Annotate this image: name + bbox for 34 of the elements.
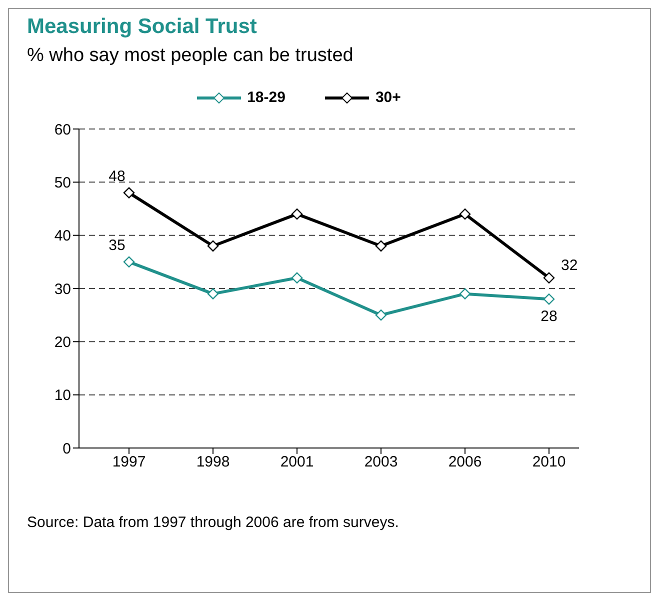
point: [123, 187, 135, 198]
legend-label: 30+: [375, 89, 401, 106]
point: [375, 240, 387, 252]
y-tick-label: 20: [54, 334, 71, 351]
point: [123, 256, 135, 268]
chart-title: Measuring Social Trust: [27, 15, 257, 39]
x-tick-label: 1997: [112, 454, 146, 471]
point: [207, 288, 219, 300]
y-tick-label: 10: [54, 387, 71, 404]
point: [375, 309, 387, 321]
point: [543, 294, 555, 305]
point: [459, 208, 471, 220]
point: [291, 272, 303, 284]
x-tick-label: 2006: [448, 454, 482, 471]
x-tick-label: 2003: [364, 454, 398, 471]
x-tick-label: 2010: [532, 454, 566, 471]
point: [543, 272, 555, 284]
point: [207, 240, 219, 252]
y-tick-label: 50: [54, 174, 71, 192]
source-note: Source: Data from 1997 through 2006 are from surveys.: [27, 514, 400, 531]
data-label: 32: [561, 256, 578, 274]
point: [459, 288, 471, 300]
y-tick-label: 30: [54, 280, 71, 298]
y-tick-label: 60: [54, 121, 71, 138]
x-tick-label: 2001: [280, 454, 314, 471]
data-label: 48: [108, 168, 126, 185]
x-tick-label: 1998: [196, 454, 230, 471]
chart-subtitle: % who say most people can be trusted: [27, 45, 354, 67]
y-tick-label: 40: [54, 228, 71, 245]
point: [291, 208, 303, 220]
data-label: 35: [108, 236, 126, 254]
data-label: 28: [540, 308, 558, 326]
legend-label: 18-29: [247, 89, 286, 106]
y-tick-label: 0: [62, 440, 71, 458]
